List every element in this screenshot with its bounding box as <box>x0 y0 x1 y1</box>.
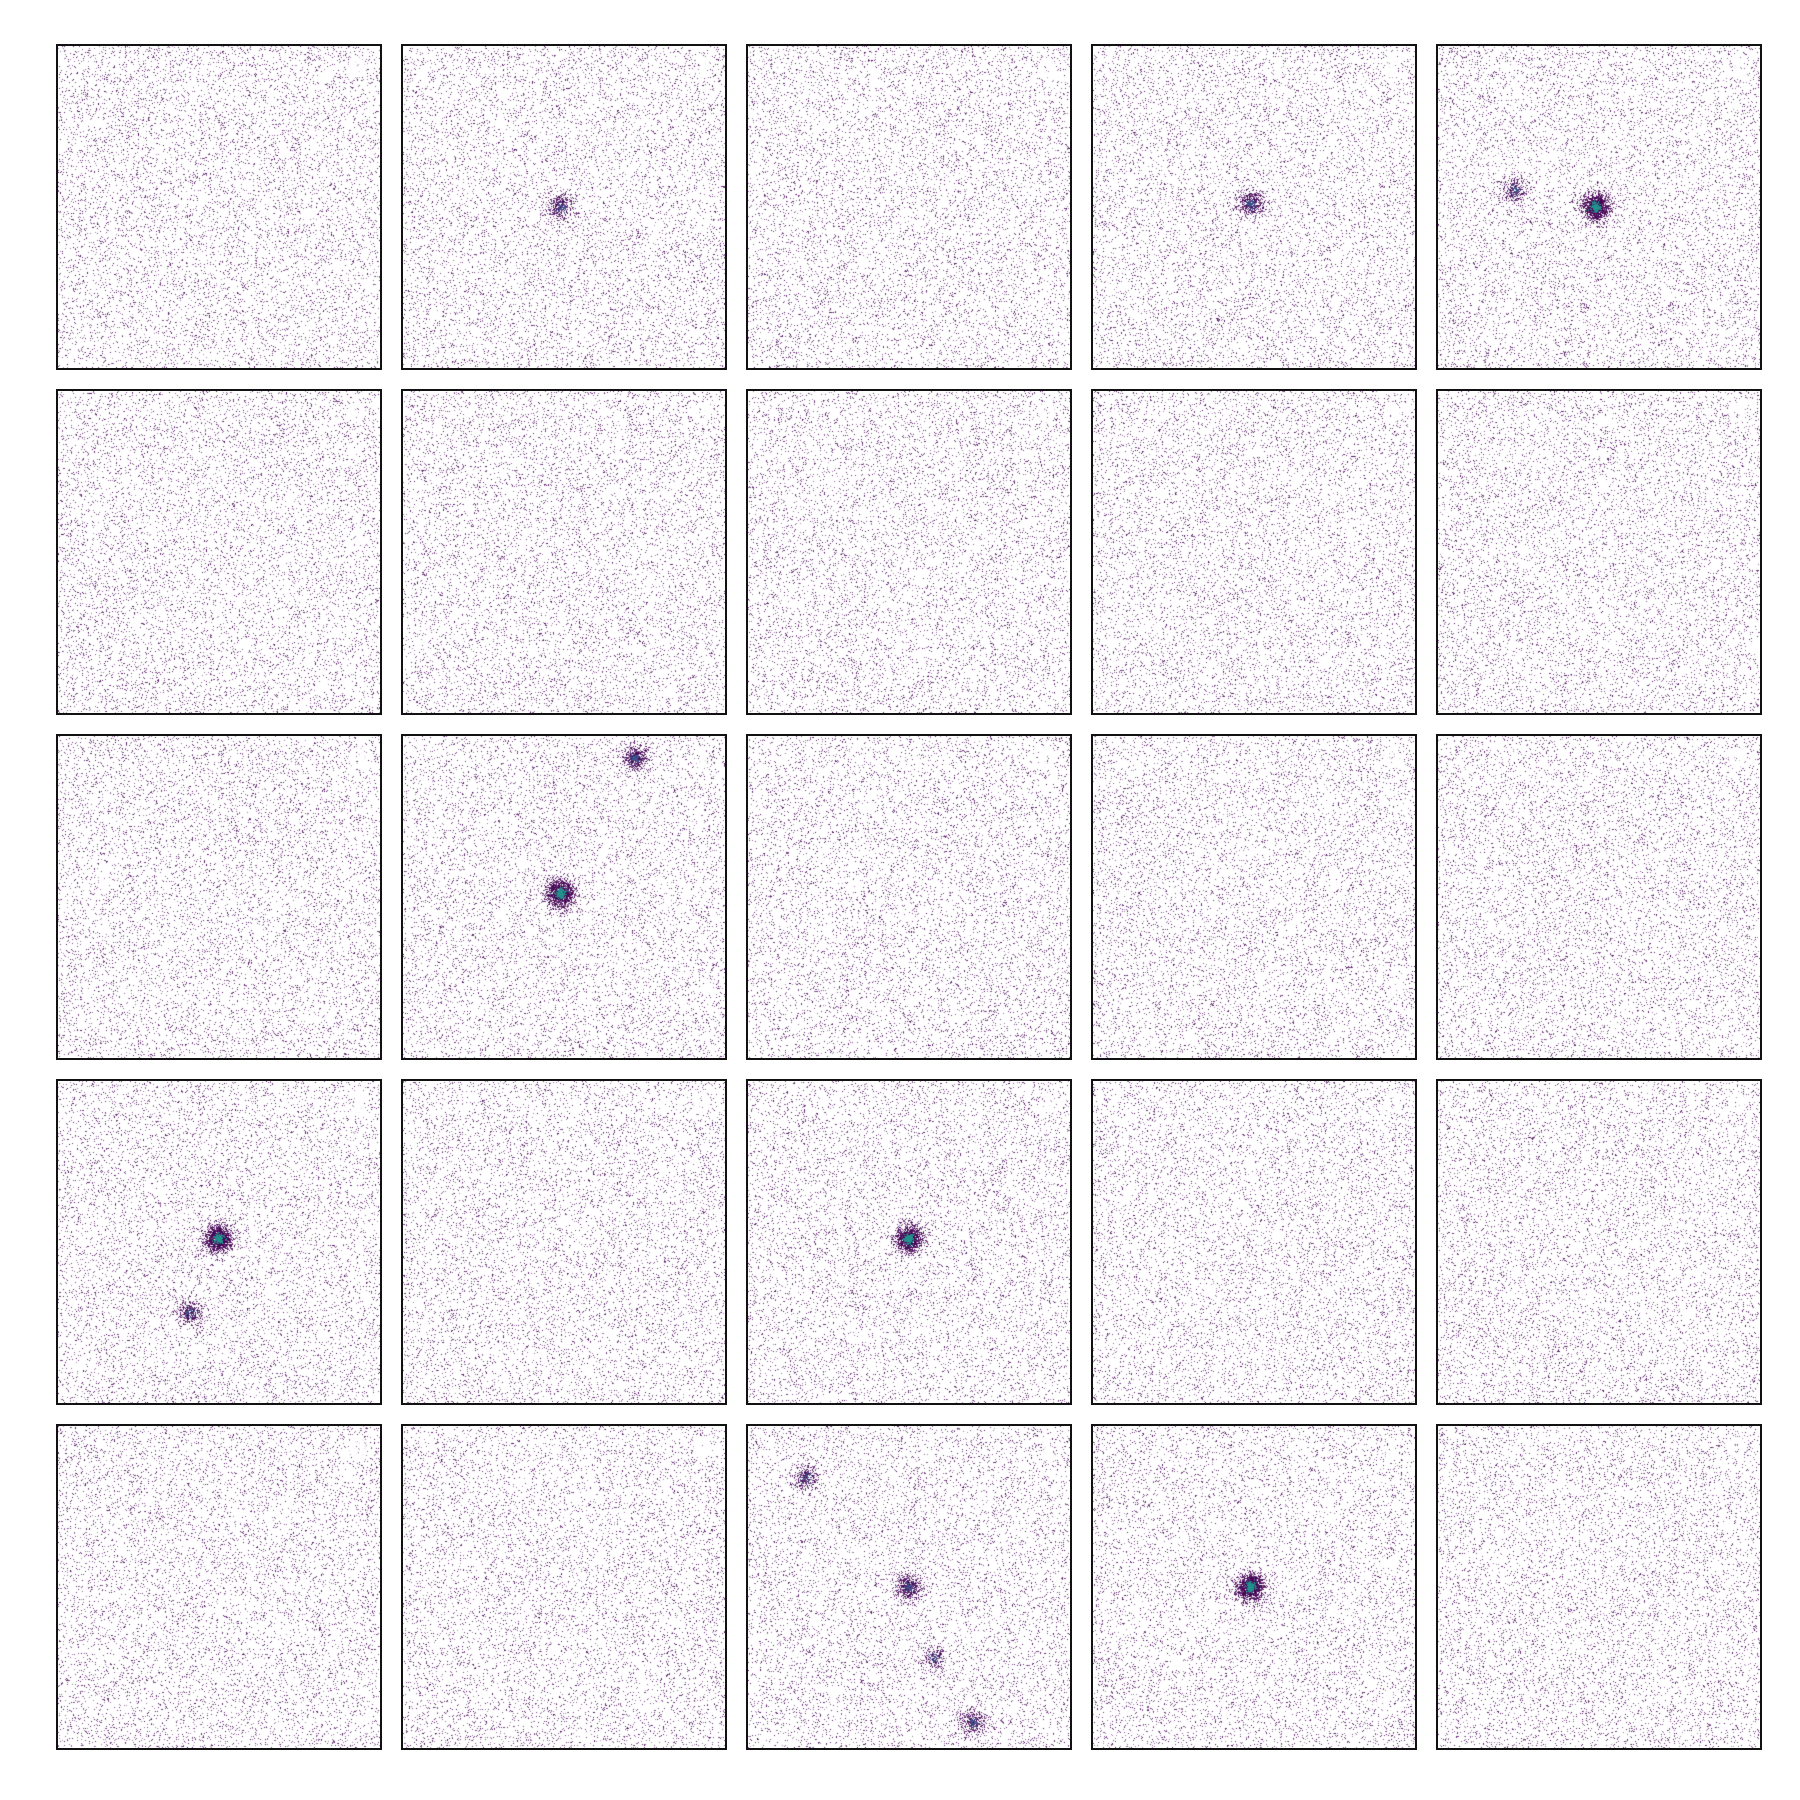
noise-image <box>748 1081 1070 1403</box>
panel-label: 1 <box>1727 54 1746 84</box>
image-panel: 0 <box>746 734 1072 1060</box>
image-panel: 0 <box>1436 734 1762 1060</box>
panel-label: 1 <box>1382 1434 1401 1464</box>
noise-image <box>1438 736 1760 1058</box>
panel-label: 0 <box>1382 744 1401 774</box>
noise-image <box>1093 1081 1415 1403</box>
image-panel: 0 <box>56 44 382 370</box>
panel-label: 1 <box>347 1089 366 1119</box>
image-panel: 0 <box>56 1424 382 1750</box>
noise-image <box>1093 1426 1415 1748</box>
image-panel: 1 <box>56 1079 382 1405</box>
noise-image <box>1093 46 1415 368</box>
image-panel: 0 <box>401 1079 727 1405</box>
noise-image <box>403 736 725 1058</box>
image-panel: 0 <box>746 44 1072 370</box>
noise-image <box>58 1426 380 1748</box>
image-panel: 0 <box>56 389 382 715</box>
panel-label: 0 <box>1727 744 1746 774</box>
panel-label: 0 <box>347 744 366 774</box>
panel-label: 0 <box>1727 1434 1746 1464</box>
image-panel: 1 <box>401 44 727 370</box>
panel-label: 0 <box>1037 54 1056 84</box>
noise-image <box>748 46 1070 368</box>
panel-label: 0 <box>1727 399 1746 429</box>
noise-image <box>748 736 1070 1058</box>
image-panel: 1 <box>746 1079 1072 1405</box>
noise-image <box>403 46 725 368</box>
image-panel: 1 <box>746 1424 1072 1750</box>
noise-image <box>403 391 725 713</box>
image-panel: 0 <box>1091 389 1417 715</box>
panel-label: 0 <box>692 1089 711 1119</box>
noise-image <box>403 1426 725 1748</box>
image-panel: 0 <box>1091 1079 1417 1405</box>
noise-image <box>403 1081 725 1403</box>
panel-label: 0 <box>1382 399 1401 429</box>
noise-image <box>58 1081 380 1403</box>
image-panel: 0 <box>1091 734 1417 1060</box>
noise-image <box>1093 391 1415 713</box>
noise-image <box>58 736 380 1058</box>
noise-image <box>1438 391 1760 713</box>
panel-label: 0 <box>692 1434 711 1464</box>
image-panel: 0 <box>1436 389 1762 715</box>
noise-image <box>748 1426 1070 1748</box>
image-panel: 1 <box>401 734 727 1060</box>
panel-label: 0 <box>1727 1089 1746 1119</box>
noise-image <box>58 46 380 368</box>
panel-label: 1 <box>1037 1089 1056 1119</box>
panel-label: 1 <box>692 744 711 774</box>
image-panel: 0 <box>401 1424 727 1750</box>
image-panel: 1 <box>1436 44 1762 370</box>
noise-image <box>1438 1426 1760 1748</box>
image-panel: 0 <box>1436 1079 1762 1405</box>
noise-image <box>1438 46 1760 368</box>
image-panel: 0 <box>401 389 727 715</box>
panel-label: 1 <box>692 54 711 84</box>
panel-label: 0 <box>1037 399 1056 429</box>
image-panel: 0 <box>56 734 382 1060</box>
panel-label: 1 <box>1382 54 1401 84</box>
panel-label: 0 <box>347 399 366 429</box>
panel-label: 1 <box>1037 1434 1056 1464</box>
panel-label: 0 <box>347 1434 366 1464</box>
panel-label: 0 <box>1382 1089 1401 1119</box>
image-panel: 0 <box>1436 1424 1762 1750</box>
panel-label: 0 <box>692 399 711 429</box>
noise-image <box>58 391 380 713</box>
image-panel: 1 <box>1091 44 1417 370</box>
noise-image <box>1093 736 1415 1058</box>
image-panel: 1 <box>1091 1424 1417 1750</box>
noise-image <box>748 391 1070 713</box>
image-panel: 0 <box>746 389 1072 715</box>
panel-label: 0 <box>347 54 366 84</box>
noise-image <box>1438 1081 1760 1403</box>
panel-label: 0 <box>1037 744 1056 774</box>
